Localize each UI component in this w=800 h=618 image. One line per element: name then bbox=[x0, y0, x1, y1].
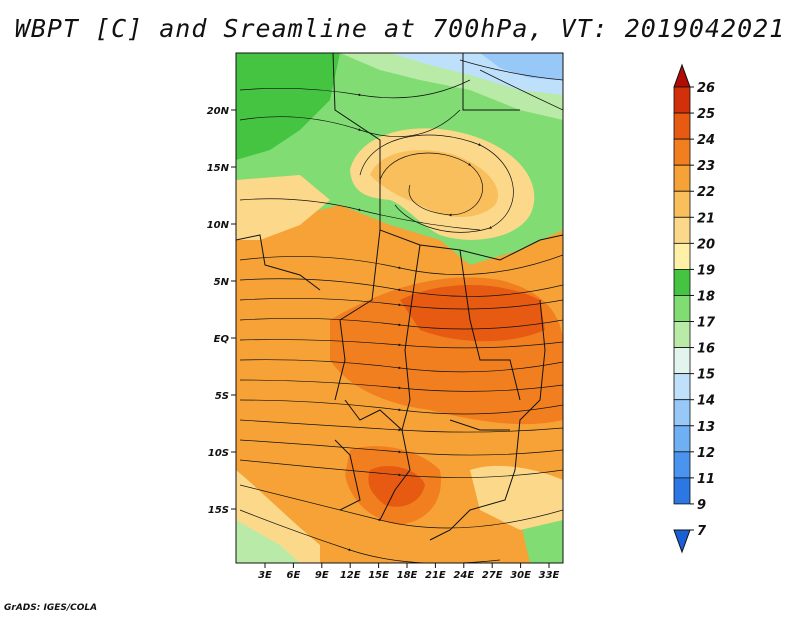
lon-tick-label: 6E bbox=[287, 570, 301, 581]
lat-tick-label: 15S bbox=[208, 505, 229, 516]
colorbar-swatch bbox=[673, 477, 691, 505]
colorbar-swatch bbox=[673, 295, 691, 322]
lon-tick-label: 21E bbox=[425, 570, 446, 581]
colorbar: 26 25 24 23 22 21 20 19 18 17 16 15 14 13 12 11 9 7 bbox=[673, 63, 716, 554]
colorbar-label: 7 bbox=[697, 524, 707, 539]
lon-tick-label: 27E bbox=[482, 570, 503, 581]
longitude-axis: 3E 6E 9E 12E 15E 18E 21E 24E 27E 30E 33E bbox=[258, 563, 560, 581]
map-frame bbox=[235, 52, 564, 564]
colorbar-swatch bbox=[673, 112, 691, 140]
lon-tick-label: 12E bbox=[340, 570, 361, 581]
colorbar-label: 21 bbox=[697, 211, 715, 226]
colorbar-label: 17 bbox=[697, 316, 716, 331]
wbpt-field bbox=[236, 53, 563, 563]
colorbar-label: 26 bbox=[697, 81, 715, 96]
lon-tick-label: 33E bbox=[539, 570, 560, 581]
colorbar-swatch bbox=[673, 138, 691, 166]
colorbar-label: 25 bbox=[697, 107, 715, 122]
colorbar-swatch bbox=[673, 451, 691, 479]
lat-tick-label: EQ bbox=[214, 334, 230, 345]
lon-tick-label: 15E bbox=[368, 570, 389, 581]
colorbar-top-arrow bbox=[673, 63, 691, 88]
colorbar-swatch bbox=[673, 242, 691, 270]
lat-tick-label: 5S bbox=[215, 391, 229, 402]
colorbar-swatch bbox=[673, 190, 691, 218]
colorbar-swatch bbox=[673, 425, 691, 453]
colorbar-label: 16 bbox=[697, 342, 715, 357]
colorbar-label: 11 bbox=[697, 472, 715, 487]
colorbar-label: 15 bbox=[697, 368, 715, 383]
lon-tick-label: 3E bbox=[258, 570, 272, 581]
lat-tick-label: 10N bbox=[207, 220, 230, 231]
credit-text: GrADS: IGES/COLA bbox=[4, 603, 98, 613]
latitude-axis: 20N 15N 10N 5N EQ 5S 10S 15S bbox=[207, 106, 236, 516]
lat-tick-label: 5N bbox=[214, 277, 230, 288]
chart-title: WBPT [C] and Sreamline at 700hPa, VT: 20… bbox=[14, 14, 786, 43]
lat-tick-label: 10S bbox=[208, 448, 229, 459]
colorbar-label: 9 bbox=[697, 498, 706, 513]
lon-tick-label: 24E bbox=[453, 570, 474, 581]
colorbar-swatch bbox=[673, 399, 691, 427]
lat-tick-label: 15N bbox=[207, 163, 230, 174]
colorbar-label: 20 bbox=[697, 237, 715, 252]
colorbar-swatch bbox=[673, 373, 691, 401]
colorbar-label: 13 bbox=[697, 420, 715, 435]
lon-tick-label: 9E bbox=[315, 570, 329, 581]
colorbar-label: 24 bbox=[697, 133, 715, 148]
colorbar-label: 14 bbox=[697, 394, 715, 409]
lat-tick-label: 20N bbox=[207, 106, 230, 117]
lon-tick-label: 30E bbox=[510, 570, 531, 581]
colorbar-label: 23 bbox=[697, 159, 715, 174]
colorbar-swatch bbox=[673, 86, 691, 114]
colorbar-swatch bbox=[673, 164, 691, 192]
colorbar-swatch bbox=[673, 321, 691, 348]
colorbar-bottom-arrow bbox=[673, 529, 691, 554]
colorbar-swatch bbox=[673, 216, 691, 244]
colorbar-label: 22 bbox=[697, 185, 715, 200]
colorbar-swatch bbox=[673, 269, 691, 296]
colorbar-swatch bbox=[673, 347, 691, 375]
lon-tick-label: 18E bbox=[397, 570, 418, 581]
colorbar-label: 19 bbox=[697, 263, 715, 278]
colorbar-label: 12 bbox=[697, 446, 715, 461]
colorbar-label: 18 bbox=[697, 289, 715, 304]
